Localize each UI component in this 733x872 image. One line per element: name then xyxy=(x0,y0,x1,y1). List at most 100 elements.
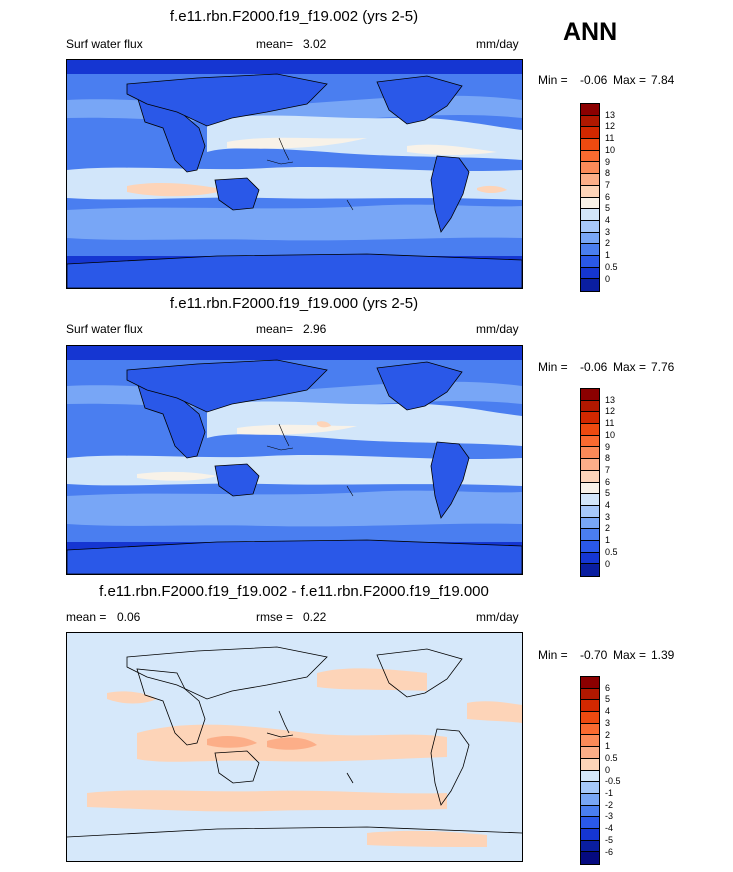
colorbar-tick-label: 3 xyxy=(605,717,611,728)
colorbar-swatch xyxy=(581,840,599,853)
colorbar-swatch xyxy=(581,424,599,436)
panel-2-max-value: 7.76 xyxy=(651,360,675,374)
colorbar-swatch xyxy=(581,447,599,460)
colorbar-tick-label: -3 xyxy=(605,811,614,822)
colorbar-tick-label: 4 xyxy=(605,706,611,717)
colorbar-tick-label: -4 xyxy=(605,823,614,834)
panel-1-map xyxy=(66,59,523,289)
colorbar-swatch xyxy=(581,139,599,151)
colorbar-tick-label: 10 xyxy=(605,429,616,440)
colorbar-swatch xyxy=(581,782,599,794)
colorbar-tick-label: 2 xyxy=(605,729,611,740)
colorbar-tick-label: -2 xyxy=(605,799,614,810)
colorbar-swatch xyxy=(581,482,599,495)
panel-3-max-value: 1.39 xyxy=(651,648,675,662)
colorbar-swatch xyxy=(581,389,599,401)
panel-2-title: f.e11.rbn.F2000.f19_f19.000 (yrs 2-5) xyxy=(169,295,419,312)
panel-3-max-label: Max = xyxy=(613,648,647,662)
colorbar-swatch xyxy=(581,162,599,175)
colorbar-tick-label: 9 xyxy=(605,441,611,452)
panel-3-rmse-label: rmse = xyxy=(256,610,294,624)
colorbar-tick-label: 6 xyxy=(605,682,611,693)
colorbar-swatch xyxy=(581,700,599,713)
colorbar-swatch xyxy=(581,852,599,864)
colorbar-tick-label: 7 xyxy=(605,179,611,190)
colorbar-tick-label: 0 xyxy=(605,558,611,569)
colorbar-swatch xyxy=(581,279,599,291)
colorbar-tick-label: 9 xyxy=(605,156,611,167)
colorbar-swatch xyxy=(581,470,599,483)
colorbar-swatch xyxy=(581,220,599,233)
colorbar-swatch xyxy=(581,400,599,413)
colorbar-tick-label: 11 xyxy=(605,418,615,429)
panel-2-colorbar xyxy=(580,388,600,577)
panel-3-min-value: -0.70 xyxy=(580,648,608,662)
colorbar-tick-label: 6 xyxy=(605,191,611,202)
panel-2-min-label: Min = xyxy=(538,360,568,374)
colorbar-tick-label: -5 xyxy=(605,834,614,845)
colorbar-tick-label: 1 xyxy=(605,250,611,261)
colorbar-swatch xyxy=(581,540,599,553)
panel-3-map xyxy=(66,632,523,862)
colorbar-swatch xyxy=(581,688,599,701)
panel-2-mean-label: mean= xyxy=(256,322,294,336)
colorbar-swatch xyxy=(581,255,599,268)
colorbar-tick-label: 5 xyxy=(605,488,611,499)
panel-3-mean-label: mean = xyxy=(66,610,107,624)
colorbar-swatch xyxy=(581,805,599,818)
panel-2-variable-label: Surf water flux xyxy=(66,322,143,336)
colorbar-swatch xyxy=(581,185,599,198)
panel-3-mean-value: 0.06 xyxy=(117,610,141,624)
colorbar-tick-label: 0.5 xyxy=(605,261,618,272)
panel-1-min-value: -0.06 xyxy=(580,73,608,87)
panel-1-max-value: 7.84 xyxy=(651,73,675,87)
panel-1-map-svg xyxy=(67,60,522,288)
panel-2-map xyxy=(66,345,523,575)
colorbar-swatch xyxy=(581,552,599,565)
colorbar-tick-label: -0.5 xyxy=(605,776,621,787)
panel-3-map-svg xyxy=(67,633,522,861)
panel-3-min-label: Min = xyxy=(538,648,568,662)
panel-2-min-value: -0.06 xyxy=(580,360,608,374)
colorbar-tick-label: 11 xyxy=(605,133,615,144)
colorbar-swatch xyxy=(581,529,599,541)
panel-2-max-label: Max = xyxy=(613,360,647,374)
panel-1-variable-label: Surf water flux xyxy=(66,37,143,51)
panel-2-map-svg xyxy=(67,346,522,574)
panel-2-mean-value: 2.96 xyxy=(303,322,327,336)
panel-1-mean-label: mean= xyxy=(256,37,294,51)
colorbar-swatch xyxy=(581,735,599,748)
panel-1-title: f.e11.rbn.F2000.f19_f19.002 (yrs 2-5) xyxy=(169,8,419,25)
colorbar-tick-label: 3 xyxy=(605,511,611,522)
colorbar-swatch xyxy=(581,505,599,518)
colorbar-tick-label: 0 xyxy=(605,273,611,284)
colorbar-swatch xyxy=(581,677,599,689)
colorbar-tick-label: 4 xyxy=(605,500,611,510)
colorbar-swatch xyxy=(581,793,599,806)
colorbar-swatch xyxy=(581,232,599,245)
colorbar-tick-label: 1 xyxy=(605,741,611,752)
colorbar-tick-label: 0.5 xyxy=(605,546,618,557)
colorbar-tick-label: 7 xyxy=(605,464,611,475)
colorbar-swatch xyxy=(581,712,599,724)
colorbar-swatch xyxy=(581,197,599,210)
colorbar-tick-label: -1 xyxy=(605,788,614,798)
panel-3-units: mm/day xyxy=(476,610,519,624)
colorbar-swatch xyxy=(581,517,599,530)
colorbar-swatch xyxy=(581,494,599,506)
season-label: ANN xyxy=(563,18,618,46)
panel-2-units: mm/day xyxy=(476,322,519,336)
colorbar-swatch xyxy=(581,564,599,576)
colorbar-tick-label: 5 xyxy=(605,694,611,705)
panel-3-colorbar xyxy=(580,676,600,865)
colorbar-tick-label: 2 xyxy=(605,523,611,534)
panel-3-title: f.e11.rbn.F2000.f19_f19.002 - f.e11.rbn.… xyxy=(99,583,489,600)
colorbar-swatch xyxy=(581,817,599,829)
colorbar-swatch xyxy=(581,828,599,841)
colorbar-tick-label: 12 xyxy=(605,121,616,132)
colorbar-swatch xyxy=(581,770,599,783)
colorbar-tick-label: 6 xyxy=(605,476,611,487)
colorbar-swatch xyxy=(581,723,599,736)
colorbar-tick-label: 5 xyxy=(605,203,611,214)
colorbar-swatch xyxy=(581,435,599,448)
